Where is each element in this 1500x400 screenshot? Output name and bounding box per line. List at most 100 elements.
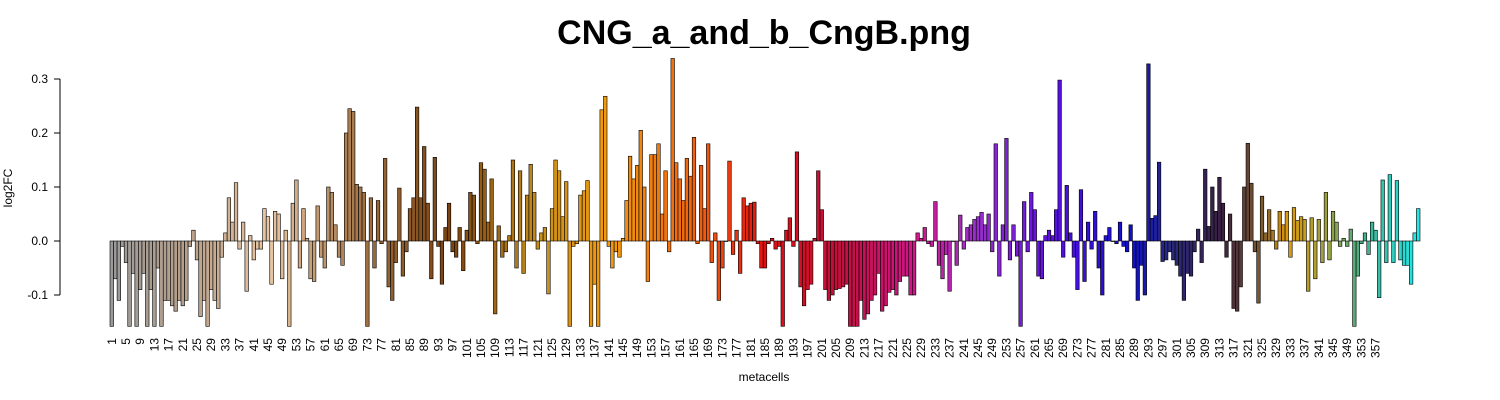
bar: [823, 240, 828, 290]
bar: [1391, 240, 1396, 263]
x-tick-label: 345: [1326, 338, 1340, 358]
bar: [255, 240, 260, 250]
bar: [574, 240, 579, 245]
bar: [709, 240, 714, 263]
bar: [361, 192, 366, 242]
bar: [730, 240, 736, 255]
bar: [510, 159, 516, 242]
x-tick-label: 109: [488, 338, 502, 358]
x-tick-label: 77: [375, 338, 389, 352]
bar: [344, 132, 349, 242]
bar: [738, 240, 743, 274]
x-tick-label: 1: [105, 338, 119, 345]
bar: [1085, 221, 1091, 242]
bar: [592, 240, 597, 285]
bar: [549, 208, 555, 242]
x-tick-label: 205: [829, 338, 843, 358]
bar: [585, 180, 590, 242]
chart-title: CNG_a_and_b_CngB.png: [557, 14, 971, 52]
bar: [1320, 240, 1325, 263]
bar: [400, 240, 405, 277]
x-tick-label: 81: [389, 338, 403, 352]
bar: [223, 232, 228, 242]
x-tick-label: 233: [928, 338, 942, 358]
bar: [986, 213, 991, 242]
bar: [1121, 240, 1126, 247]
bar: [720, 240, 725, 269]
bar: [1025, 240, 1030, 253]
x-tick-label: 185: [758, 338, 772, 358]
bar: [659, 213, 665, 242]
bar: [457, 227, 462, 242]
bar: [1263, 232, 1268, 242]
bar: [187, 240, 192, 247]
bar: [233, 182, 239, 242]
bar: [798, 240, 803, 288]
x-tick-label: 189: [772, 338, 786, 358]
bar: [1167, 240, 1172, 253]
bar: [1277, 211, 1282, 242]
bar: [830, 240, 835, 296]
bar: [493, 240, 498, 315]
bar: [166, 240, 171, 301]
bar: [713, 232, 718, 242]
bar: [908, 240, 913, 296]
bar: [283, 229, 288, 242]
x-tick-label: 357: [1369, 338, 1383, 358]
x-axis-label: metacells: [739, 370, 790, 384]
bar: [209, 240, 214, 290]
x-tick-label: 165: [687, 338, 701, 358]
x-tick-label: 53: [289, 338, 303, 352]
bar: [617, 240, 622, 258]
x-tick-label: 245: [971, 338, 985, 358]
bar: [471, 194, 476, 242]
bar: [1054, 209, 1059, 242]
x-tick-label: 353: [1354, 338, 1368, 358]
bar: [1398, 240, 1403, 261]
bar: [819, 209, 824, 242]
bar: [702, 208, 707, 242]
bar: [177, 240, 182, 301]
bar: [326, 186, 331, 242]
bar: [1394, 180, 1400, 242]
bar: [429, 240, 434, 280]
bar: [354, 184, 359, 242]
bar: [560, 216, 565, 242]
bar: [794, 151, 800, 242]
bar: [386, 240, 391, 288]
bar: [1064, 185, 1069, 242]
bar: [1132, 240, 1137, 269]
bar: [496, 225, 501, 242]
bar: [216, 240, 221, 309]
bar: [1377, 240, 1382, 299]
bar: [425, 202, 430, 242]
bar: [131, 240, 136, 274]
x-tick-label: 13: [147, 338, 161, 352]
bar: [287, 240, 292, 327]
x-tick-label: 337: [1298, 338, 1312, 358]
bar: [990, 240, 995, 253]
bar: [1093, 211, 1098, 242]
bar: [280, 240, 285, 280]
bar: [1171, 240, 1176, 261]
x-tick-label: 45: [261, 338, 275, 352]
bar: [1004, 138, 1009, 242]
y-tick-label: -0.1: [27, 288, 48, 302]
bar: [745, 205, 750, 242]
bar: [688, 175, 693, 242]
bar: [336, 240, 342, 258]
bar: [557, 170, 562, 242]
x-tick-label: 321: [1241, 338, 1255, 358]
bar: [784, 229, 789, 242]
bar: [1156, 161, 1162, 242]
bar: [1117, 221, 1123, 242]
x-tick-label: 341: [1312, 338, 1326, 358]
bar: [1039, 240, 1044, 280]
x-tick-label: 117: [517, 338, 531, 357]
x-tick-label: 181: [744, 338, 758, 358]
x-tick-label: 29: [204, 338, 218, 352]
bar: [1249, 182, 1254, 242]
y-tick-label: 0.3: [31, 72, 48, 86]
x-tick-label: 281: [1099, 338, 1113, 358]
